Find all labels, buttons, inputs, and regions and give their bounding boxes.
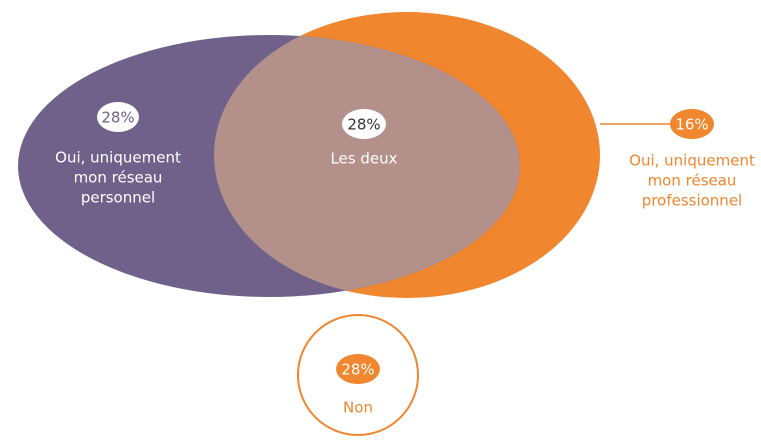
badge <box>670 109 714 139</box>
value: 28% <box>347 116 380 134</box>
value: 28% <box>341 361 374 379</box>
label: Les deux <box>330 150 397 168</box>
label: Oui, uniquement <box>629 152 755 170</box>
label: personnel <box>81 189 155 207</box>
label: mon réseau <box>648 172 737 190</box>
badge <box>97 102 139 132</box>
label: Non <box>343 399 373 417</box>
value: 16% <box>675 116 708 134</box>
label: professionnel <box>642 192 742 210</box>
badge <box>342 109 386 139</box>
badge <box>336 354 380 384</box>
value: 28% <box>101 109 134 127</box>
label: mon réseau <box>74 169 163 187</box>
none-set <box>297 314 419 436</box>
label: Oui, uniquement <box>55 149 181 167</box>
